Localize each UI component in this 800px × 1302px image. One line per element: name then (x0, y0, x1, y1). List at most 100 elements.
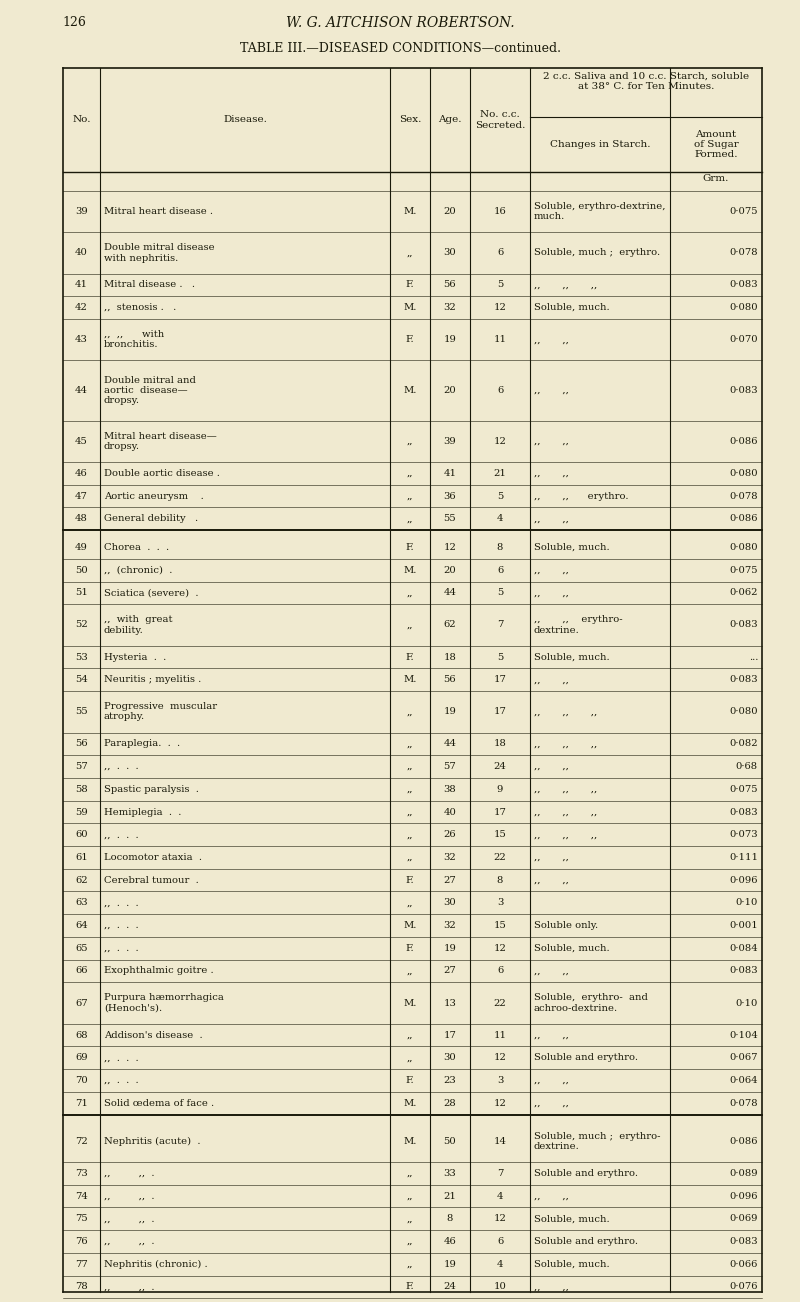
Text: 6: 6 (497, 385, 503, 395)
Text: Soluble and erythro.: Soluble and erythro. (534, 1237, 638, 1246)
Text: 40: 40 (75, 249, 88, 258)
Text: 0·111: 0·111 (729, 853, 758, 862)
Text: ,,       ,,       ,,: ,, ,, ,, (534, 785, 598, 794)
Text: 17: 17 (494, 807, 506, 816)
Text: 39: 39 (444, 436, 456, 445)
Text: 46: 46 (444, 1237, 456, 1246)
Text: 17: 17 (494, 707, 506, 716)
Text: ,,       ,,: ,, ,, (534, 966, 569, 975)
Text: ,,       ,,    erythro-
dextrine.: ,, ,, erythro- dextrine. (534, 616, 622, 634)
Text: Nephritis (chronic) .: Nephritis (chronic) . (104, 1259, 208, 1269)
Text: 17: 17 (443, 1031, 457, 1039)
Text: ,,: ,, (406, 492, 414, 500)
Text: 19: 19 (443, 944, 457, 953)
Text: 0·083: 0·083 (730, 807, 758, 816)
Text: Amount
of Sugar
Formed.: Amount of Sugar Formed. (694, 130, 738, 159)
Text: 12: 12 (494, 944, 506, 953)
Text: 57: 57 (75, 762, 88, 771)
Text: ,,: ,, (406, 1053, 414, 1062)
Text: 0·075: 0·075 (730, 207, 758, 216)
Text: Age.: Age. (438, 116, 462, 125)
Text: 33: 33 (444, 1169, 456, 1178)
Text: 56: 56 (75, 740, 88, 749)
Text: 55: 55 (444, 514, 456, 523)
Text: Soluble,  erythro-  and
achroo-dextrine.: Soluble, erythro- and achroo-dextrine. (534, 993, 648, 1013)
Text: ,,       ,,: ,, ,, (534, 514, 569, 523)
Text: ,,  .  .  .: ,, . . . (104, 831, 138, 840)
Text: ,,       ,,: ,, ,, (534, 876, 569, 884)
Text: 0·083: 0·083 (730, 280, 758, 289)
Text: ,,       ,,       ,,: ,, ,, ,, (534, 740, 598, 749)
Text: 62: 62 (75, 876, 88, 884)
Text: ,,  .  .  .: ,, . . . (104, 921, 138, 930)
Text: ,,  (chronic)  .: ,, (chronic) . (104, 565, 172, 574)
Text: 61: 61 (75, 853, 88, 862)
Text: 77: 77 (75, 1260, 88, 1268)
Text: 40: 40 (443, 807, 457, 816)
Text: ,,  .  .  .: ,, . . . (104, 898, 138, 907)
Text: Hemiplegia  .  .: Hemiplegia . . (104, 807, 182, 816)
Text: ,,: ,, (406, 762, 414, 771)
Text: 64: 64 (75, 921, 88, 930)
Text: ,,: ,, (406, 740, 414, 749)
Text: W. G. AITCHISON ROBERTSON.: W. G. AITCHISON ROBERTSON. (286, 16, 514, 30)
Text: F.: F. (406, 1075, 414, 1085)
Text: 50: 50 (75, 565, 88, 574)
Text: Changes in Starch.: Changes in Starch. (550, 141, 650, 148)
Text: ,,: ,, (406, 469, 414, 478)
Text: 0·080: 0·080 (730, 303, 758, 312)
Text: Soluble and erythro.: Soluble and erythro. (534, 1169, 638, 1178)
Text: 12: 12 (494, 436, 506, 445)
Text: M.: M. (403, 1137, 417, 1146)
Text: 0·086: 0·086 (730, 1137, 758, 1146)
Text: 14: 14 (494, 1137, 506, 1146)
Text: 4: 4 (497, 1191, 503, 1200)
Text: 39: 39 (75, 207, 88, 216)
Text: ,,  .  .  .: ,, . . . (104, 1053, 138, 1062)
Text: 6: 6 (497, 249, 503, 258)
Text: 30: 30 (444, 1053, 456, 1062)
Text: Purpura hæmorrhagica
(Henoch's).: Purpura hæmorrhagica (Henoch's). (104, 993, 224, 1013)
Text: M.: M. (403, 921, 417, 930)
Text: ,,       ,,       ,,: ,, ,, ,, (534, 707, 598, 716)
Text: 0·073: 0·073 (730, 831, 758, 840)
Text: TABLE III.—DISEASED CONDITIONS—continued.: TABLE III.—DISEASED CONDITIONS—continued… (239, 42, 561, 55)
Text: 46: 46 (75, 469, 88, 478)
Text: 70: 70 (75, 1075, 88, 1085)
Text: Hysteria  .  .: Hysteria . . (104, 652, 166, 661)
Text: Solid œdema of face .: Solid œdema of face . (104, 1099, 214, 1108)
Text: 0·075: 0·075 (730, 785, 758, 794)
Text: 12: 12 (494, 1099, 506, 1108)
Text: ,,         ,,  .: ,, ,, . (104, 1282, 154, 1292)
Text: 75: 75 (75, 1215, 88, 1224)
Text: Double mitral and
aortic  disease—
dropsy.: Double mitral and aortic disease— dropsy… (104, 375, 196, 405)
Text: Soluble, much.: Soluble, much. (534, 1260, 610, 1268)
Text: ,,: ,, (406, 853, 414, 862)
Text: 47: 47 (75, 492, 88, 500)
Text: 0·083: 0·083 (730, 385, 758, 395)
Text: ,,: ,, (406, 589, 414, 598)
Text: 9: 9 (497, 785, 503, 794)
Text: 0·089: 0·089 (730, 1169, 758, 1178)
Text: ,,: ,, (406, 707, 414, 716)
Text: 36: 36 (444, 492, 456, 500)
Text: ,,       ,,       ,,: ,, ,, ,, (534, 280, 598, 289)
Text: 0·069: 0·069 (730, 1215, 758, 1224)
Text: Progressive  muscular
atrophy.: Progressive muscular atrophy. (104, 702, 217, 721)
Text: 0·062: 0·062 (730, 589, 758, 598)
Text: 50: 50 (444, 1137, 456, 1146)
Text: 0·080: 0·080 (730, 543, 758, 552)
Text: ,,: ,, (406, 898, 414, 907)
Text: 11: 11 (494, 335, 506, 344)
Text: Grm.: Grm. (703, 174, 729, 184)
Text: M.: M. (403, 565, 417, 574)
Text: 43: 43 (75, 335, 88, 344)
Text: ,,: ,, (406, 1169, 414, 1178)
Text: 12: 12 (494, 1053, 506, 1062)
Text: M.: M. (403, 999, 417, 1008)
Text: ,,: ,, (406, 514, 414, 523)
Text: 8: 8 (447, 1215, 453, 1224)
Text: Soluble, much.: Soluble, much. (534, 652, 610, 661)
Text: M.: M. (403, 676, 417, 685)
Text: 30: 30 (444, 249, 456, 258)
